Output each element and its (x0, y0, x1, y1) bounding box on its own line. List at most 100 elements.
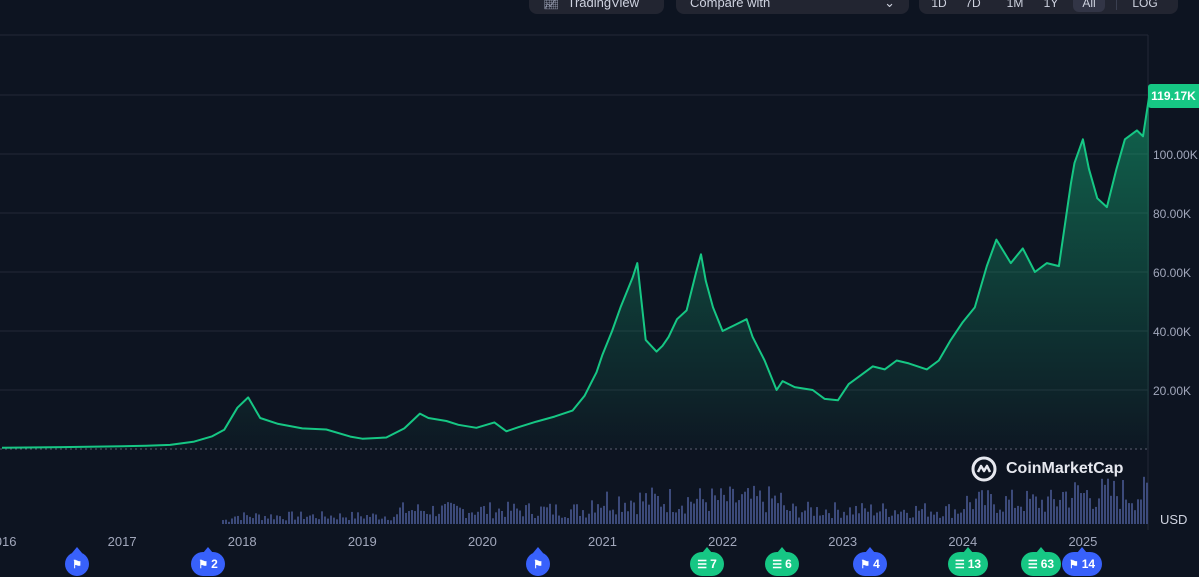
event-pin-flag[interactable]: ⚑ 4 (853, 547, 887, 576)
volume-bar (1092, 508, 1094, 524)
volume-bar (993, 504, 995, 524)
range-all[interactable]: All (1073, 0, 1105, 12)
volume-bar (729, 486, 731, 524)
event-pin-doc[interactable]: ☰ 13 (948, 547, 988, 576)
current-price-tag: 119.17K (1148, 84, 1199, 108)
volume-bar (1065, 491, 1067, 524)
range-1m[interactable]: 1M (1006, 0, 1024, 10)
x-tick-label: 2022 (708, 534, 737, 549)
volume-bar (336, 519, 338, 524)
event-pin-flag[interactable]: ⚑ 14 (1062, 547, 1102, 576)
event-pin-doc[interactable]: ☰ 7 (690, 547, 724, 576)
volume-bar (894, 510, 896, 524)
volume-bar (360, 516, 362, 524)
volume-bar (849, 507, 851, 524)
volume-bar (774, 495, 776, 524)
volume-bar (1038, 507, 1040, 524)
x-tick-label: 2023 (828, 534, 857, 549)
volume-bar (522, 516, 524, 524)
volume-bar (627, 511, 629, 524)
tradingview-button[interactable]: 📈︎ TradingView (529, 0, 664, 14)
volume-bar (969, 502, 971, 524)
volume-bar (1026, 490, 1028, 524)
event-pin-doc[interactable]: ☰ 63 (1021, 547, 1061, 576)
volume-bar (1032, 494, 1034, 524)
volume-bar (618, 496, 620, 524)
volume-bar (303, 518, 305, 524)
volume-bar (435, 516, 437, 524)
range-1y[interactable]: 1Y (1043, 0, 1059, 10)
volume-bar (906, 512, 908, 524)
volume-bar (963, 509, 965, 524)
volume-bar (540, 506, 542, 524)
volume-bar (1068, 507, 1070, 524)
volume-bar (687, 497, 689, 524)
range-7d[interactable]: 7D (965, 0, 981, 10)
volume-bar (1095, 506, 1097, 524)
volume-bar (780, 492, 782, 524)
coinmarketcap-watermark: CoinMarketCap (970, 455, 1123, 483)
volume-bar (1116, 496, 1118, 524)
volume-bar (633, 502, 635, 524)
volume-bar (630, 500, 632, 524)
volume-bar (987, 490, 989, 524)
volume-bar (486, 513, 488, 524)
volume-bar (507, 501, 509, 524)
volume-bar (354, 518, 356, 524)
volume-bar (822, 515, 824, 524)
volume-bar (552, 514, 554, 524)
volume-bar (465, 517, 467, 524)
volume-bar (996, 512, 998, 524)
volume-bar (1062, 491, 1064, 524)
volume-bar (957, 513, 959, 524)
volume-bar (1056, 506, 1058, 524)
event-pin-flag[interactable]: ⚑ (526, 547, 550, 576)
volume-bar (297, 516, 299, 524)
volume-bar (1047, 496, 1049, 524)
event-count: 14 (1081, 557, 1096, 571)
volume-bar (918, 510, 920, 524)
log-toggle[interactable]: LOG (1132, 0, 1158, 10)
volume-bar (1035, 496, 1037, 524)
volume-bar (456, 505, 458, 524)
event-pin-flag[interactable]: ⚑ (65, 547, 89, 576)
document-icon: ☰ (772, 559, 783, 571)
volume-bar (645, 493, 647, 524)
volume-bar (660, 506, 662, 524)
volume-bar (282, 519, 284, 524)
volume-bar (648, 504, 650, 524)
volume-bar (543, 506, 545, 524)
price-line (1, 97, 1150, 449)
volume-bar (825, 509, 827, 524)
volume-bar (1122, 480, 1124, 524)
volume-bar (705, 502, 707, 524)
volume-bar (663, 504, 665, 524)
volume-bar (879, 511, 881, 524)
compare-with-select[interactable]: Compare with ⌄ (676, 0, 909, 14)
range-1d[interactable]: 1D (931, 0, 947, 10)
flag-icon: ⚑ (1068, 559, 1079, 571)
volume-bar (1101, 478, 1103, 524)
volume-bar (462, 509, 464, 524)
volume-bar (504, 516, 506, 524)
volume-bar (1119, 508, 1121, 524)
document-icon: ☰ (954, 559, 965, 571)
volume-bar (285, 520, 287, 524)
event-pin-doc[interactable]: ☰ 6 (765, 547, 799, 576)
volume-bar (228, 521, 230, 524)
event-pin-flag[interactable]: ⚑ 2 (191, 547, 225, 576)
volume-bar (387, 519, 389, 524)
volume-bar (288, 511, 290, 524)
range-selector: 1D 7D 1M 1Y All LOG (919, 0, 1178, 14)
volume-bar (1089, 498, 1091, 524)
volume-bar (765, 512, 767, 524)
event-count: 7 (710, 557, 717, 571)
volume-bar (573, 504, 575, 524)
volume-bar (909, 517, 911, 524)
volume-bar (786, 509, 788, 524)
volume-bar (1059, 499, 1061, 524)
volume-bar (369, 516, 371, 524)
volume-bar (327, 518, 329, 524)
volume-bar (951, 517, 953, 524)
